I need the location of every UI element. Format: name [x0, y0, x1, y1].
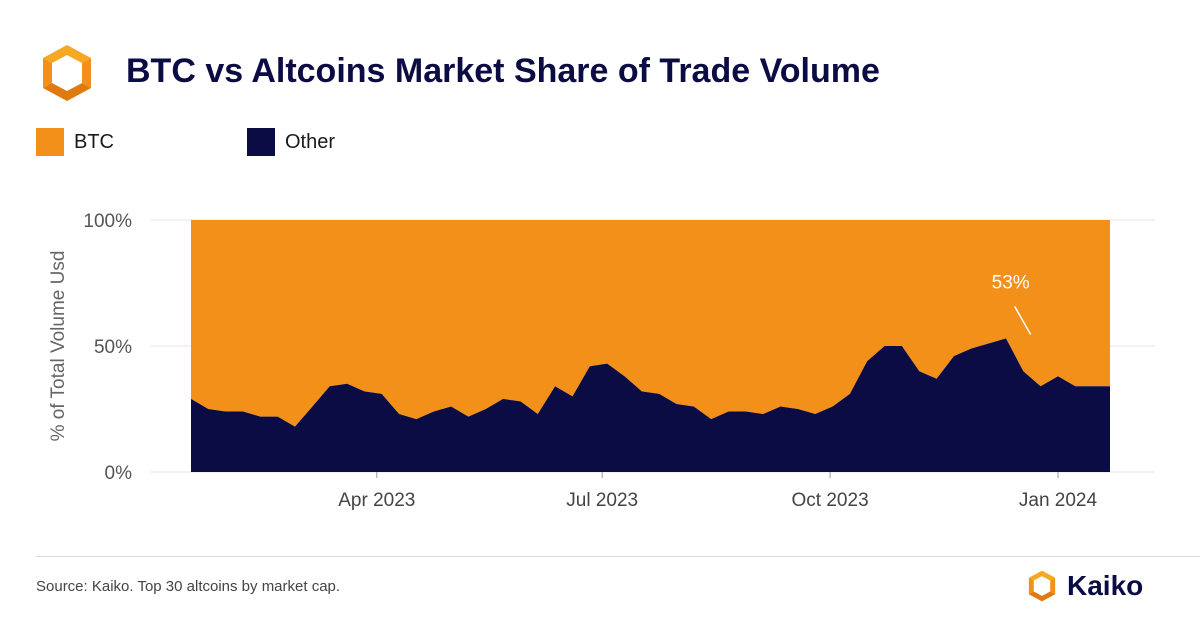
- legend-label-btc: BTC: [74, 130, 114, 153]
- y-tick-label: 100%: [83, 211, 132, 232]
- area-chart: 0% 50% 100% Apr 2023 Jul 2023 Oct 2023 Jan 202…: [48, 211, 1155, 511]
- chart-title: BTC vs Altcoins Market Share of Trade Vo…: [126, 52, 880, 90]
- footer-divider: [36, 556, 1200, 557]
- x-tick-label: Jan 2024: [1019, 490, 1098, 511]
- annotation-label: 53%: [992, 272, 1030, 293]
- x-tick-label: Jul 2023: [566, 490, 638, 511]
- series-area-btc: [191, 220, 1110, 427]
- y-tick-label: 50%: [94, 337, 132, 358]
- annotation-leader-line: [1013, 306, 1032, 335]
- brand-name: Kaiko: [1067, 570, 1144, 601]
- legend-item-btc: BTC: [36, 128, 114, 156]
- source-note: Source: Kaiko. Top 30 altcoins by market…: [36, 578, 341, 595]
- legend-swatch-other: [247, 128, 275, 156]
- legend-item-other: Other: [247, 128, 335, 156]
- brand-logo: Kaiko: [1025, 566, 1143, 606]
- legend-swatch-btc: [36, 128, 64, 156]
- kaiko-logo-icon: [43, 45, 91, 101]
- legend-label-other: Other: [285, 130, 336, 153]
- x-tick-label: Oct 2023: [792, 490, 869, 511]
- x-tick-label: Apr 2023: [338, 490, 415, 511]
- series-area-other: [191, 338, 1110, 472]
- y-tick-label: 0%: [105, 463, 133, 484]
- kaiko-brand-icon: [1028, 570, 1056, 602]
- y-axis-label: % of Total Volume Usd: [48, 251, 69, 442]
